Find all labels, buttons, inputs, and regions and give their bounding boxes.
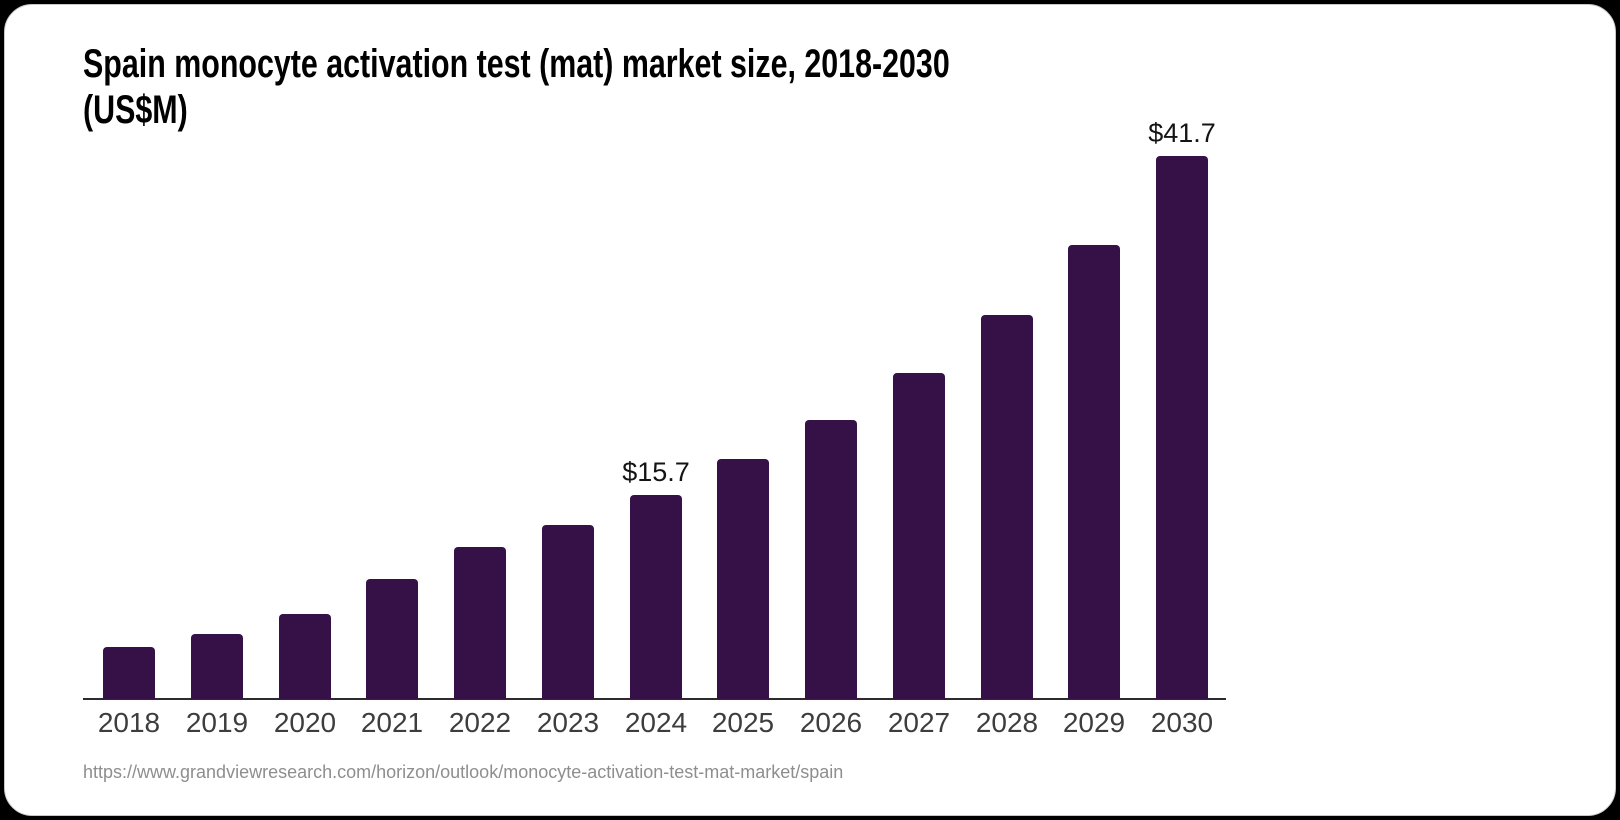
x-tick-label-2029: 2029 bbox=[1062, 707, 1126, 738]
chart-title: Spain monocyte activation test (mat) mar… bbox=[83, 41, 950, 133]
bar-2018 bbox=[103, 647, 155, 699]
x-tick-label-2018: 2018 bbox=[97, 707, 161, 738]
x-tick-label-2020: 2020 bbox=[273, 707, 337, 738]
bar-2029 bbox=[1068, 245, 1120, 699]
bar-2023 bbox=[542, 525, 594, 699]
chart-title-line-1: Spain monocyte activation test (mat) mar… bbox=[83, 42, 950, 86]
x-tick-label-2030: 2030 bbox=[1150, 707, 1214, 738]
chart-card: Spain monocyte activation test (mat) mar… bbox=[4, 4, 1616, 816]
bar-2028 bbox=[981, 315, 1033, 699]
bar-2030 bbox=[1156, 156, 1208, 699]
value-label-2030: $41.7 bbox=[1148, 118, 1216, 148]
x-tick-label-2023: 2023 bbox=[536, 707, 600, 738]
bar-2022 bbox=[454, 547, 506, 699]
x-tick-label-2027: 2027 bbox=[887, 707, 951, 738]
x-axis-line bbox=[83, 698, 1226, 700]
value-label-2024: $15.7 bbox=[622, 457, 690, 487]
bar-2027 bbox=[893, 373, 945, 699]
x-tick-label-2026: 2026 bbox=[799, 707, 863, 738]
bar-2026 bbox=[805, 420, 857, 699]
bar-2025 bbox=[717, 459, 769, 699]
x-tick-label-2019: 2019 bbox=[185, 707, 249, 738]
bar-2019 bbox=[191, 634, 243, 699]
bar-2024 bbox=[630, 495, 682, 699]
x-tick-label-2028: 2028 bbox=[975, 707, 1039, 738]
bar-2020 bbox=[279, 614, 331, 699]
chart-title-line-2: (US$M) bbox=[83, 88, 188, 132]
x-tick-label-2024: 2024 bbox=[624, 707, 688, 738]
x-tick-label-2025: 2025 bbox=[711, 707, 775, 738]
source-url: https://www.grandviewresearch.com/horizo… bbox=[83, 762, 844, 782]
x-tick-label-2022: 2022 bbox=[448, 707, 512, 738]
bar-2021 bbox=[366, 579, 418, 699]
bar-chart-plot: 2018 2019 2020 2021 2022 2023 2024 2025 2026 2027… bbox=[5, 5, 1615, 815]
x-tick-label-2021: 2021 bbox=[360, 707, 424, 738]
